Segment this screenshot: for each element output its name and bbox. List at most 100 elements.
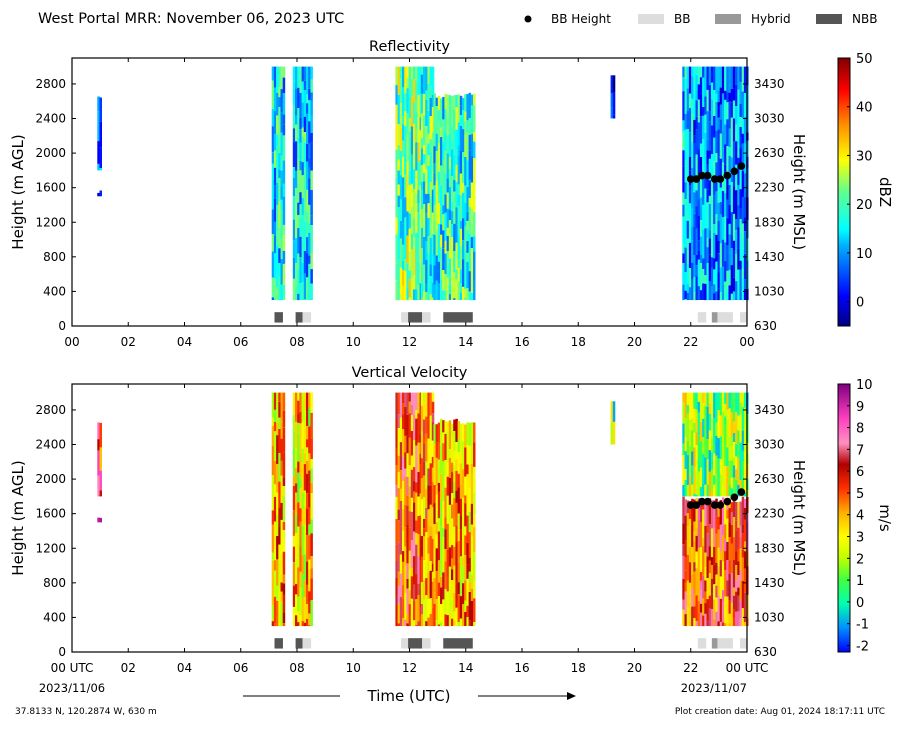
echo-cell [272, 446, 275, 476]
legend-label: NBB [852, 12, 877, 26]
echo-cell [709, 196, 712, 204]
echo-cell [742, 269, 745, 278]
echo-cell [460, 174, 463, 196]
echo-cell [449, 134, 452, 158]
echo-cell [693, 255, 696, 277]
echo-cell [404, 67, 407, 84]
echo-cell [693, 618, 696, 626]
echo-cell [395, 218, 398, 235]
echo-cell [304, 464, 307, 491]
echo-cell [415, 533, 418, 545]
echo-cell [466, 516, 469, 543]
echo-cell [293, 81, 296, 105]
echo-cell [299, 257, 302, 283]
echo-cell [733, 537, 736, 560]
echo-cell [453, 451, 456, 465]
echo-cell [442, 461, 445, 473]
echo-cell [304, 554, 307, 580]
echo-cell [718, 241, 721, 253]
echo-cell [417, 595, 420, 621]
echo-cell [731, 182, 734, 212]
echo-cell [740, 502, 743, 526]
echo-cell [722, 217, 725, 240]
echo-cell [687, 405, 690, 414]
echo-cell [451, 224, 454, 237]
echo-cell [707, 393, 710, 407]
echo-segment [97, 191, 102, 197]
echo-cell [451, 273, 454, 300]
echo-cell [413, 67, 416, 80]
echo-cell [689, 621, 692, 626]
echo-cell [274, 253, 277, 279]
echo-cell [430, 463, 433, 485]
echo-cell [700, 255, 703, 263]
echo-cell [449, 547, 452, 566]
echo-cell [729, 436, 732, 448]
echo-cell [718, 548, 721, 566]
echo-cell [308, 264, 311, 276]
echo-cell [702, 107, 705, 116]
echo-cell [696, 621, 699, 626]
echo-cell [458, 582, 461, 594]
echo-cell [297, 597, 300, 612]
x-tick-label: 18 [571, 335, 586, 349]
echo-cell [276, 175, 279, 183]
echo-cell [293, 547, 296, 563]
echo-cell [464, 135, 467, 157]
echo-cell [473, 105, 476, 132]
echo-cell [709, 393, 712, 404]
echo-cell [464, 227, 467, 252]
echo-cell [308, 525, 311, 536]
echo-cell [283, 486, 286, 496]
echo-cell [283, 411, 286, 428]
echo-cell [453, 180, 456, 192]
echo-cell [462, 240, 465, 259]
echo-cell [423, 115, 426, 135]
echo-cell [687, 129, 690, 157]
echo-cell [693, 393, 696, 409]
echo-cell [430, 116, 433, 139]
echo-cell [744, 197, 747, 217]
echo-cell [409, 450, 412, 466]
echo-cell [726, 119, 729, 146]
echo-cell [682, 497, 685, 524]
echo-cell [735, 612, 738, 626]
echo-cell [308, 89, 311, 100]
echo-cell [421, 165, 424, 182]
echo-cell [724, 242, 727, 260]
echo-cell [744, 174, 747, 198]
echo-cell [272, 418, 275, 426]
echo-cell [742, 118, 745, 134]
echo-cell [421, 262, 424, 283]
echo-cell [726, 290, 729, 300]
echo-cell [302, 82, 305, 103]
echo-cell [402, 177, 405, 197]
echo-cell [402, 457, 405, 481]
echo-cell [707, 430, 710, 439]
creation-date-text: Plot creation date: Aug 01, 2024 18:17:1… [675, 707, 885, 717]
echo-cell [707, 525, 710, 534]
echo-cell [726, 486, 729, 497]
colorbar-tick-label: -2 [856, 639, 869, 654]
echo-cell [742, 197, 745, 224]
echo-cell [304, 299, 307, 300]
echo-cell [421, 431, 424, 459]
echo-cell [735, 393, 738, 413]
echo-segments [97, 393, 748, 627]
echo-cell [724, 570, 727, 596]
echo-cell [278, 227, 281, 248]
echo-cell [417, 67, 420, 95]
echo-cell [421, 75, 424, 94]
echo-cell [272, 278, 275, 298]
echo-cell [442, 270, 445, 290]
echo-cell [302, 175, 305, 198]
echo-cell [689, 287, 692, 300]
echo-cell [436, 231, 439, 255]
echo-cell [281, 421, 284, 439]
echo-cell [425, 67, 428, 91]
echo-cell [702, 576, 705, 599]
echo-cell [698, 472, 701, 497]
echo-cell [97, 518, 100, 523]
echo-cell [737, 205, 740, 227]
echo-cell [687, 182, 690, 197]
